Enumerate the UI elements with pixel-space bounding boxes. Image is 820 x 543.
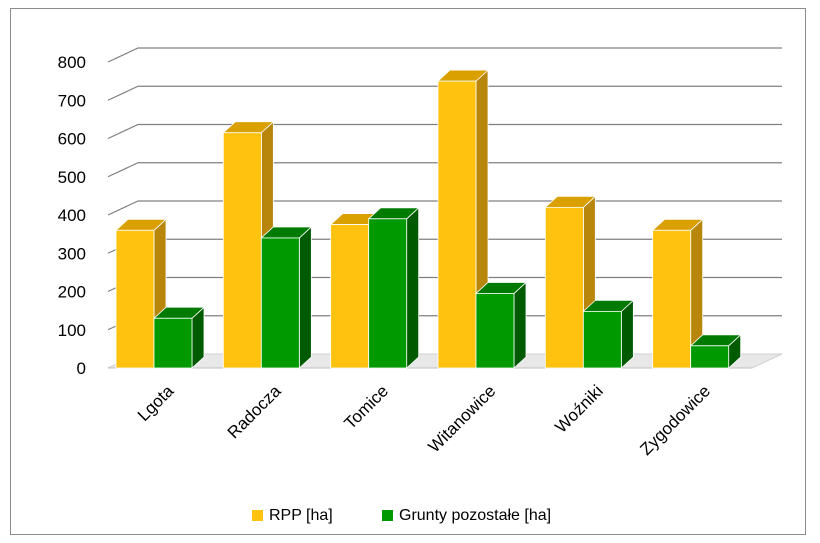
bar-front: [330, 224, 370, 369]
legend-swatch: [382, 510, 393, 521]
y-tick-label: 500: [58, 168, 86, 187]
bar-Grunty pozostałe [ha]-Lgota: [152, 306, 206, 369]
bar-Grunty pozostałe [ha]-Zygodowice: [689, 333, 742, 369]
gridline: [107, 123, 782, 140]
bar-side: [406, 206, 420, 369]
bar-side: [298, 226, 312, 369]
bar-front: [475, 293, 515, 369]
y-tick-label: 700: [58, 91, 86, 110]
y-tick-label: 100: [58, 321, 86, 340]
y-tick-label: 400: [58, 206, 86, 225]
bars: [114, 69, 742, 369]
x-tick-label: Radocza: [224, 381, 285, 442]
bar-front: [222, 132, 262, 369]
gridline: [107, 85, 782, 101]
legend-entry: RPP [ha]: [252, 507, 333, 524]
legend-label: Grunty pozostałe [ha]: [399, 507, 551, 524]
y-tick-label: 800: [58, 53, 86, 72]
legend-entry: Grunty pozostałe [ha]: [382, 507, 551, 524]
legend: RPP [ha] Grunty pozostałe [ha]: [252, 507, 551, 524]
bar-front: [652, 229, 692, 369]
legend-label: RPP [ha]: [269, 507, 333, 524]
bar-Grunty pozostałe [ha]-Witanowice: [474, 281, 528, 369]
y-tick-label: 300: [58, 244, 86, 263]
y-tick-label: 600: [58, 130, 86, 149]
x-axis-labels: Lgota Radocza Tomice Witanowice Woźniki Zygod…: [134, 381, 714, 459]
x-tick-label: Lgota: [134, 381, 178, 425]
bar-front: [153, 317, 193, 369]
bar-front: [544, 206, 584, 369]
bar-front: [582, 310, 622, 369]
bar-front: [260, 237, 300, 369]
y-tick-label: 200: [58, 283, 86, 302]
bar-side: [513, 281, 527, 369]
y-tick-label: 0: [77, 359, 86, 378]
gridline: [107, 162, 782, 178]
gridline: [107, 47, 782, 63]
x-tick-label: Woźniki: [551, 381, 606, 436]
bar-front: [437, 80, 477, 369]
bar-Grunty pozostałe [ha]-Tomice: [367, 206, 420, 369]
x-tick-label: Witanowice: [424, 381, 499, 456]
y-axis-ticks: 0 100 200 300 400 500 600 700 800: [58, 53, 86, 378]
bar-RPP [ha]-Zygodowice: [651, 218, 704, 369]
bar-Grunty pozostałe [ha]-Radocza: [260, 226, 313, 369]
x-tick-label: Zygodowice: [636, 381, 714, 459]
bar-front: [690, 345, 730, 369]
bar-front: [368, 218, 408, 369]
bar-front: [115, 229, 155, 369]
legend-swatch: [252, 510, 263, 521]
bar-Grunty pozostałe [ha]-Woźniki: [582, 299, 635, 369]
x-tick-label: Tomice: [341, 381, 393, 433]
bar-side: [620, 299, 634, 369]
